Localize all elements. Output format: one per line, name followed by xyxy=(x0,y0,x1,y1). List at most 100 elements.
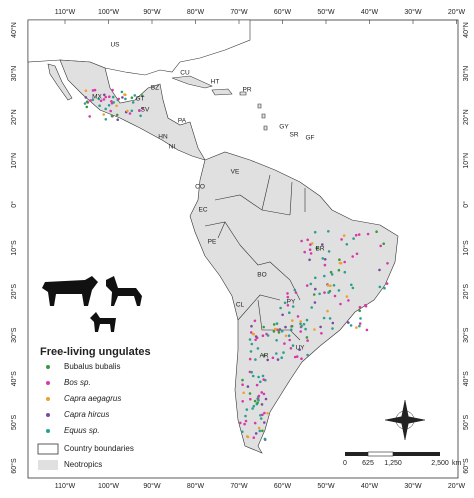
occurrence-point xyxy=(300,324,303,328)
occurrence-point xyxy=(244,419,248,423)
lat-label: 60°S xyxy=(10,458,18,474)
occurrence-point xyxy=(244,414,247,418)
occurrence-points xyxy=(83,88,389,441)
occurrence-point xyxy=(275,322,279,325)
occurrence-point xyxy=(115,113,119,117)
occurrence-point xyxy=(330,273,334,276)
occurrence-point xyxy=(85,105,89,109)
country-label: HT xyxy=(211,79,220,86)
occurrence-point xyxy=(306,353,309,357)
occurrence-point xyxy=(345,243,349,246)
occurrence-point xyxy=(321,243,324,246)
legend-swatch xyxy=(37,443,59,455)
occurrence-point xyxy=(130,96,134,99)
occurrence-point xyxy=(355,252,359,256)
country-label: BZ xyxy=(151,85,159,92)
occurrence-point xyxy=(299,330,303,333)
occurrence-point xyxy=(294,291,298,294)
occurrence-point xyxy=(261,374,265,378)
occurrence-point xyxy=(314,276,317,280)
occurrence-point xyxy=(326,284,330,287)
occurrence-point xyxy=(272,330,276,333)
occurrence-point xyxy=(276,358,280,361)
occurrence-point xyxy=(245,435,249,438)
occurrence-point xyxy=(357,233,361,236)
hispaniola xyxy=(211,88,233,96)
legend-label: Bos sp. xyxy=(64,378,91,387)
lat-label: 10°N xyxy=(462,153,470,169)
lat-label: 50°S xyxy=(10,414,18,430)
country-label: GY xyxy=(279,124,289,131)
occurrence-point xyxy=(328,317,332,320)
occurrence-point xyxy=(252,436,256,440)
occurrence-point xyxy=(257,375,260,379)
occurrence-point xyxy=(275,352,278,355)
scale-label: 0 xyxy=(343,460,347,467)
legend-label: Country boundaries xyxy=(64,444,134,453)
occurrence-point xyxy=(305,284,309,287)
lat-label: 20°S xyxy=(10,284,18,300)
lat-label: 20°N xyxy=(10,109,18,125)
occurrence-point xyxy=(382,242,386,245)
legend-label: Neotropics xyxy=(64,460,102,469)
lon-label: 100°W xyxy=(98,482,119,490)
lat-label: 50°S xyxy=(462,414,470,430)
occurrence-point xyxy=(254,335,258,338)
occurrence-point xyxy=(309,282,313,286)
occurrence-point xyxy=(102,98,106,101)
lat-label: 40°S xyxy=(10,371,18,387)
lat-label: 10°N xyxy=(10,153,18,169)
occurrence-point xyxy=(321,257,325,260)
occurrence-point xyxy=(378,285,382,289)
occurrence-point xyxy=(280,329,284,333)
occurrence-point xyxy=(327,291,330,294)
lon-label: 40°W xyxy=(361,482,379,490)
occurrence-point xyxy=(239,421,242,425)
lat-label: 40°N xyxy=(10,22,18,38)
lon-label: 110°W xyxy=(55,8,76,16)
occurrence-point xyxy=(88,115,91,118)
country-label: EC xyxy=(198,207,207,214)
occurrence-point xyxy=(254,358,257,361)
occurrence-point xyxy=(108,95,111,98)
occurrence-point xyxy=(343,260,347,264)
occurrence-point xyxy=(277,331,281,334)
occurrence-point xyxy=(104,95,107,99)
occurrence-point xyxy=(300,239,303,243)
occurrence-point xyxy=(121,96,124,99)
lat-label: 10°S xyxy=(462,240,470,256)
scale-label: 625 xyxy=(362,460,374,467)
occurrence-point xyxy=(351,255,355,258)
legend-label: Capra hircus xyxy=(64,410,109,419)
country-label: US xyxy=(110,42,120,49)
occurrence-point xyxy=(250,342,254,346)
occurrence-point xyxy=(248,392,252,395)
cuba xyxy=(171,75,213,89)
country-label: AR xyxy=(259,353,268,360)
occurrence-point xyxy=(332,284,336,287)
occurrence-point xyxy=(242,391,245,395)
lon-label: 100°W xyxy=(98,8,119,16)
goat-icon xyxy=(90,312,116,332)
occurrence-point xyxy=(308,258,311,262)
occurrence-point xyxy=(305,336,309,339)
occurrence-point xyxy=(246,385,250,388)
occurrence-point xyxy=(286,295,290,299)
occurrence-point xyxy=(249,331,253,334)
occurrence-point xyxy=(99,99,103,103)
occurrence-point xyxy=(331,327,334,330)
occurrence-point xyxy=(310,242,314,245)
occurrence-point xyxy=(131,101,135,104)
lon-label: 30°W xyxy=(404,482,422,490)
country-label: GT xyxy=(135,96,144,103)
occurrence-point xyxy=(379,244,383,248)
lat-label: 40°N xyxy=(462,22,470,38)
lon-label: 60°W xyxy=(274,8,292,16)
lat-label: 40°S xyxy=(462,371,470,387)
compass-ew xyxy=(384,415,426,425)
occurrence-point xyxy=(289,347,293,350)
occurrence-point xyxy=(355,326,358,329)
scale-unit: km xyxy=(452,460,462,467)
occurrence-point xyxy=(241,378,244,382)
occurrence-point xyxy=(283,342,286,345)
